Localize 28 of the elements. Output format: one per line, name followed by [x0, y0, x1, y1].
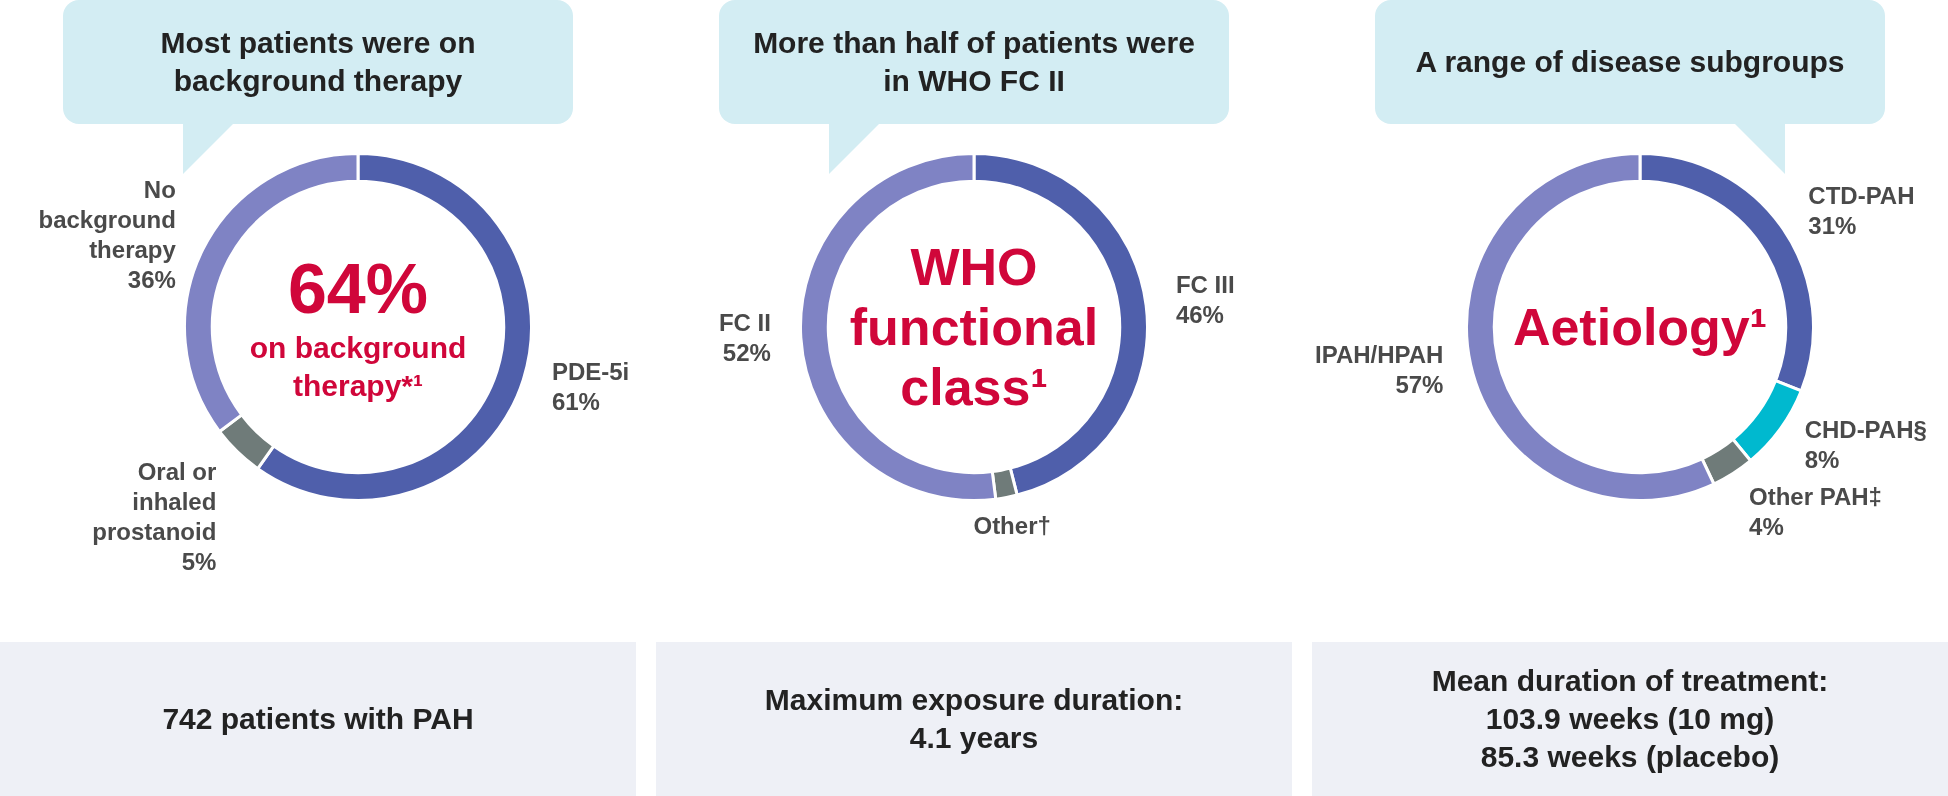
slice-label: IPAH/HPAH	[1315, 341, 1444, 369]
data-label: 57%	[1395, 371, 1444, 399]
chart-title: A range of disease subgroups	[1415, 44, 1845, 80]
slice-label: FC III	[1175, 271, 1235, 299]
slice-label: No background therapy	[38, 175, 177, 263]
text: Maximum exposure duration: 4.1 years	[764, 682, 1184, 756]
slice-label: Oral or inhaled prostanoid	[92, 457, 217, 545]
text: 64% on background therapy*¹	[248, 249, 468, 404]
chart-title: More than half of patients were in WHO FC II	[752, 25, 1196, 99]
data-label: 36%	[127, 265, 176, 293]
slice-label: Other†	[973, 511, 1051, 539]
text: Mean duration of treatment: 103.9 weeks (10 mg) 85.3 weeks (placebo)	[1431, 663, 1829, 775]
data-label: 46%	[1175, 301, 1224, 329]
chart-title: Most patients were on background therapy	[159, 25, 477, 99]
slice-label: Other PAH‡	[1749, 483, 1882, 511]
text: WHO functional class¹	[848, 237, 1100, 417]
slice-label: CTD-PAH	[1808, 182, 1915, 210]
data-label: 61%	[551, 388, 600, 416]
data-label: 5%	[181, 547, 217, 575]
data-label: 4%	[1749, 513, 1784, 541]
slice-label: FC II	[718, 309, 771, 337]
text: Aetiology¹	[1512, 297, 1768, 357]
data-label: 8%	[1804, 446, 1840, 474]
data-label: 31%	[1808, 212, 1857, 240]
text: 742 patients with PAH	[162, 701, 474, 737]
data-label: 52%	[722, 339, 771, 367]
slice-label: CHD-PAH§	[1804, 416, 1927, 444]
slice-label: PDE-5i	[551, 358, 630, 386]
